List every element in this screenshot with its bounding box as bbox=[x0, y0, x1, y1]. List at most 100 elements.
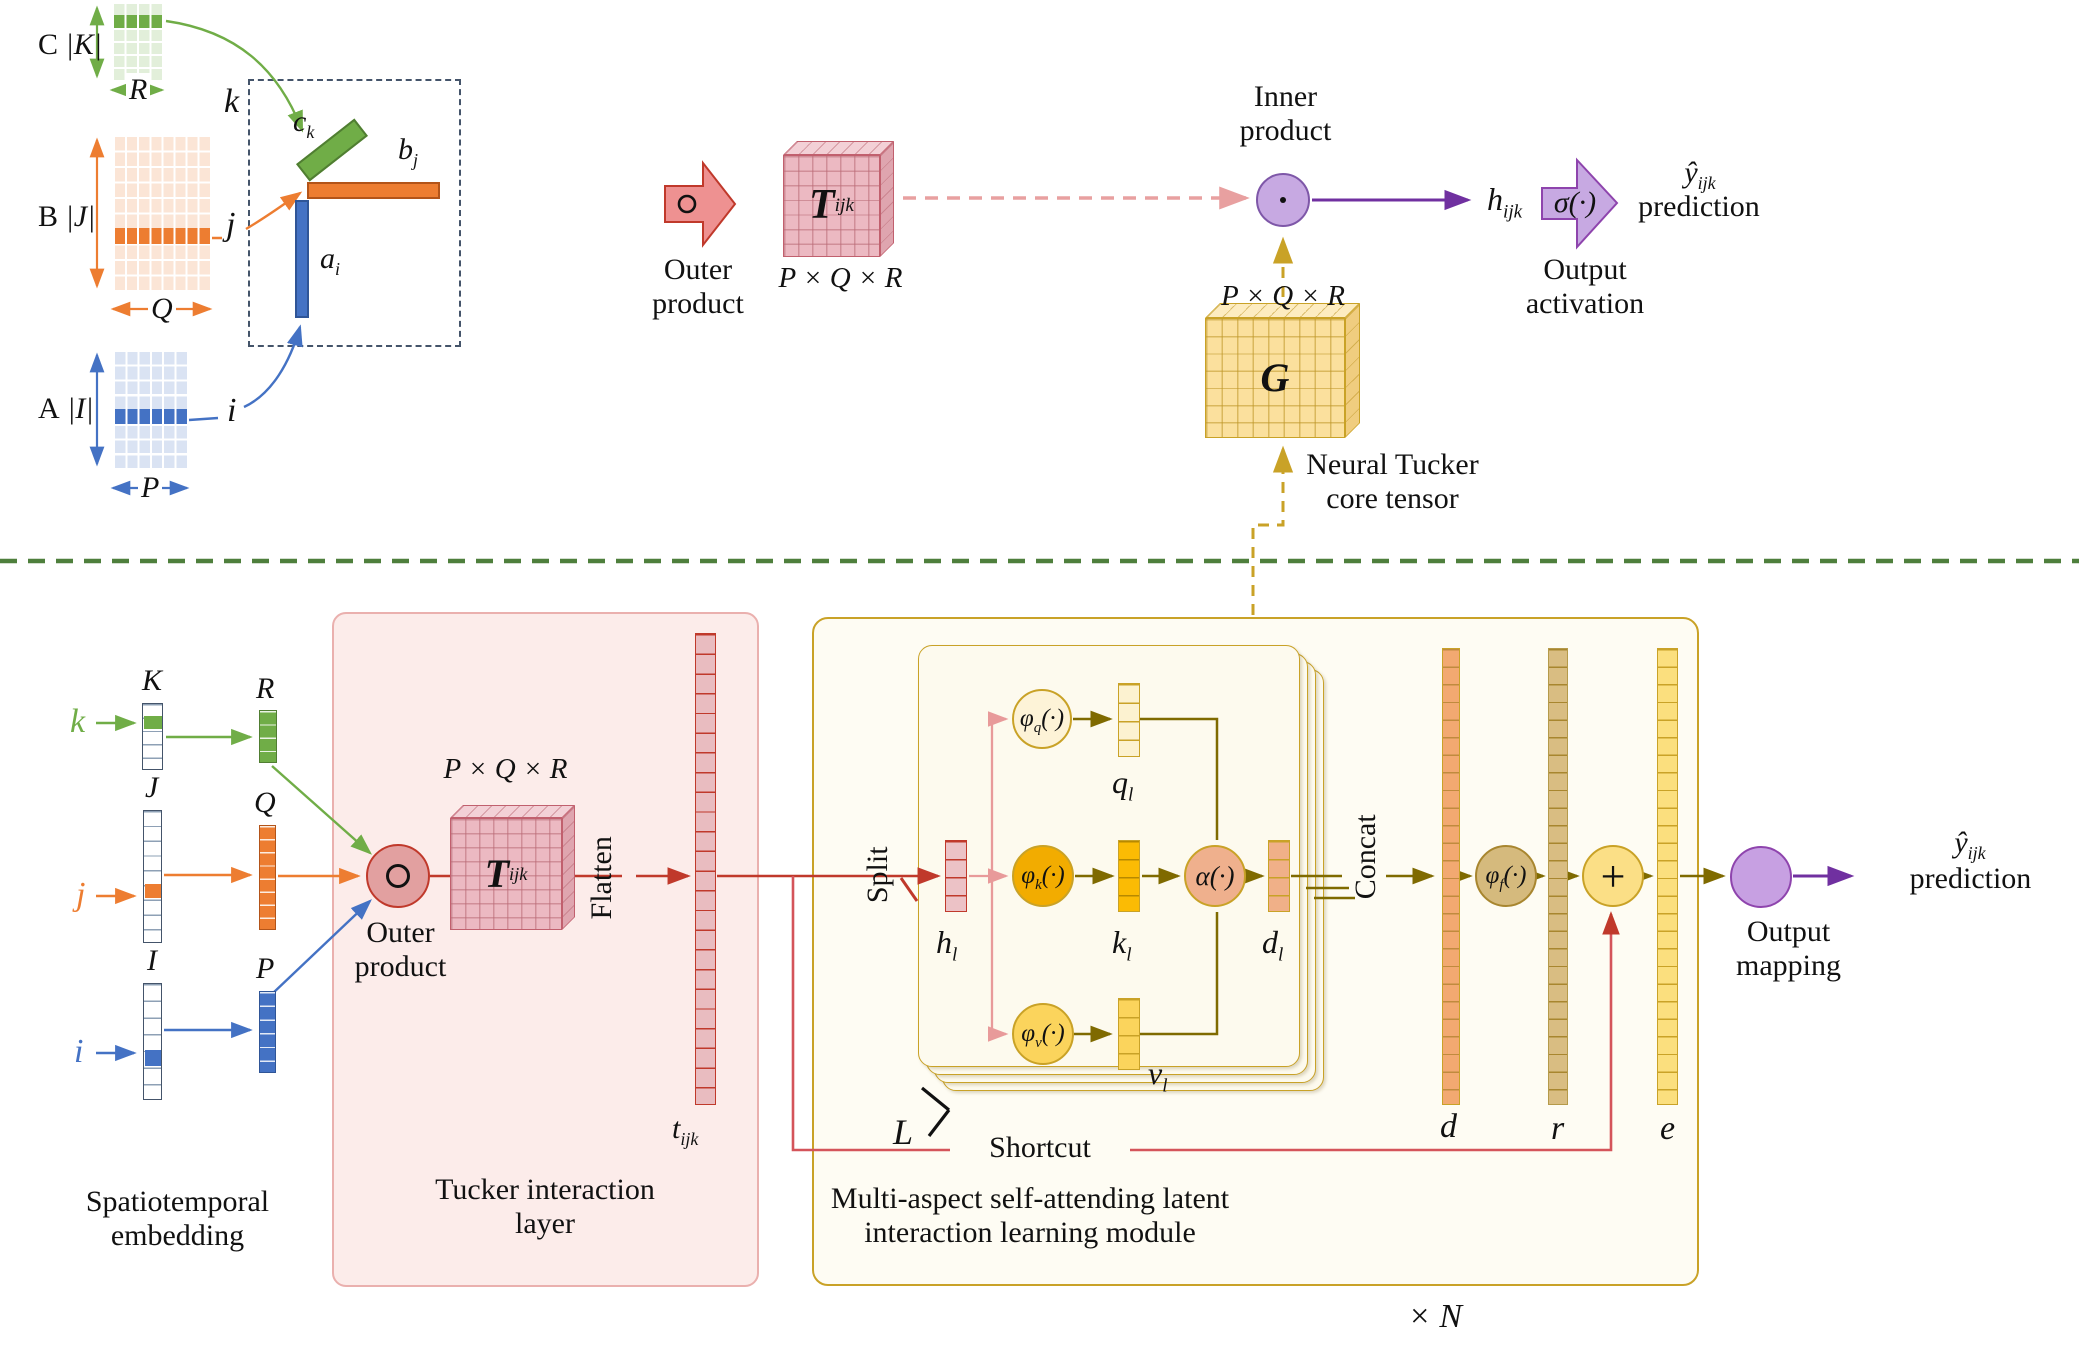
onehot-K-active-cell bbox=[143, 716, 162, 729]
attention-card-1 bbox=[918, 645, 1300, 1067]
h-l-vector bbox=[945, 840, 967, 912]
matrix-a-width-label: P bbox=[138, 471, 163, 505]
matrix-c bbox=[112, 2, 162, 80]
vector-ai-bar bbox=[295, 200, 309, 318]
matrix-b bbox=[113, 135, 210, 290]
matrix-c-grid bbox=[112, 2, 162, 80]
h-l-label: hl bbox=[936, 924, 958, 966]
core-tensor-caption: Neural Tucker core tensor bbox=[1306, 448, 1479, 515]
prediction-word-bottom: prediction bbox=[1909, 862, 2032, 895]
emb-j-label: j bbox=[76, 876, 86, 913]
onehot-K-label: K bbox=[142, 664, 163, 697]
split-label: Split bbox=[861, 846, 895, 904]
core-tensor-g-cube: G bbox=[1205, 303, 1360, 438]
phi-f-node: φf(·) bbox=[1475, 845, 1537, 907]
output-mapping-node bbox=[1730, 846, 1792, 908]
onehot-J-label: J bbox=[145, 771, 159, 804]
d-l-vector bbox=[1268, 840, 1290, 912]
output-mapping-caption: Output mapping bbox=[1736, 915, 1841, 982]
onehot-J-active-cell bbox=[144, 884, 161, 898]
prediction-yhat-top: ŷijk bbox=[1684, 156, 1716, 193]
index-i-label: i bbox=[227, 392, 237, 429]
embedding-R-label: R bbox=[256, 672, 275, 705]
attention-module-caption: Multi-aspect self-attending latent intera… bbox=[830, 1182, 1230, 1249]
tucker-interaction-layer-box bbox=[332, 612, 759, 1287]
plus-symbol: + bbox=[1600, 851, 1626, 901]
matrix-a-highlight-row bbox=[113, 409, 187, 424]
core-tensor-side-face bbox=[1345, 303, 1360, 438]
phi-k-label: φk(·) bbox=[1021, 862, 1065, 893]
e-vector bbox=[1657, 648, 1678, 1105]
t-ijk-label: tijk bbox=[672, 1112, 699, 1149]
tensor-dims-bottom: P × Q × R bbox=[443, 753, 568, 785]
outer-product-symbol-bottom bbox=[386, 864, 410, 888]
embedding-P-vector bbox=[259, 991, 276, 1073]
d-label: d bbox=[1440, 1108, 1457, 1145]
core-tensor-front-face bbox=[1205, 318, 1345, 438]
r-vector bbox=[1548, 648, 1568, 1105]
concat-label: Concat bbox=[1349, 814, 1383, 900]
vector-ai-label: ai bbox=[320, 242, 341, 279]
onehot-K-vector bbox=[142, 703, 163, 770]
emb-i-label: i bbox=[74, 1033, 84, 1070]
repeat-n-label: × N bbox=[1407, 1298, 1463, 1335]
v-l-vector bbox=[1118, 998, 1140, 1070]
phi-k-node: φk(·) bbox=[1012, 845, 1074, 907]
q-l-vector bbox=[1118, 683, 1140, 757]
tucker-layer-caption: Tucker interaction layer bbox=[435, 1173, 655, 1240]
matrix-a-label: A |I| bbox=[38, 392, 94, 425]
inner-product-node bbox=[1256, 173, 1310, 227]
matrix-b-width-label: Q bbox=[148, 292, 176, 326]
embedding-Q-label: Q bbox=[254, 786, 276, 819]
core-tensor-symbol: G bbox=[1260, 354, 1290, 400]
module-to-core-tensor-dashed-connector bbox=[1251, 445, 1294, 615]
prediction-yhat-bottom: ŷijk bbox=[1954, 826, 1986, 863]
spatiotemporal-embedding-caption: Spatiotemporal embedding bbox=[85, 1185, 270, 1252]
tensor-t-cube-bottom-top-face bbox=[450, 805, 575, 818]
onehot-J-vector bbox=[143, 810, 162, 943]
onehot-I-active-cell bbox=[144, 1050, 161, 1066]
alpha-node: α(·) bbox=[1184, 845, 1246, 907]
flatten-label: Flatten bbox=[585, 836, 619, 920]
h-ijk-label: hijk bbox=[1487, 181, 1523, 223]
matrix-c-label: C |K| bbox=[38, 28, 103, 61]
matrix-a bbox=[113, 350, 187, 468]
index-k-label: k bbox=[224, 83, 240, 120]
alpha-label: α(·) bbox=[1195, 860, 1235, 891]
embedding-R-vector bbox=[259, 710, 277, 763]
outer-product-caption-bottom: Outer product bbox=[354, 916, 447, 983]
emb-k-label: k bbox=[70, 703, 86, 740]
embedding-P-label: P bbox=[256, 952, 275, 985]
vector-ck-label: ck bbox=[293, 105, 315, 142]
d-vector bbox=[1442, 648, 1460, 1105]
output-activation-caption: Output activation bbox=[1525, 253, 1645, 320]
core-tensor-dims: P × Q × R bbox=[1221, 280, 1345, 312]
onehot-I-label: I bbox=[147, 944, 157, 977]
r-label: r bbox=[1551, 1110, 1565, 1147]
tensor-t-cube-front-face bbox=[783, 155, 880, 257]
k-l-label: kl bbox=[1112, 924, 1132, 966]
outer-product-node-bottom bbox=[366, 844, 430, 908]
tensor-t-cube-top-face bbox=[783, 141, 894, 155]
e-label: e bbox=[1660, 1110, 1676, 1147]
phi-q-label: φq(·) bbox=[1019, 705, 1065, 736]
matrix-b-grid bbox=[113, 135, 210, 290]
t-ijk-vector bbox=[695, 633, 716, 1105]
outer-product-symbol bbox=[677, 194, 697, 214]
prediction-word-top: prediction bbox=[1638, 190, 1760, 223]
stack-count-label: L bbox=[893, 1112, 914, 1152]
tensor-t-cube-bottom-front-face bbox=[450, 818, 562, 930]
outer-product-caption-top: Outer product bbox=[652, 253, 744, 320]
tensor-dims-top: P × Q × R bbox=[778, 262, 903, 294]
index-j-label: j bbox=[226, 206, 236, 243]
matrix-c-highlight-row bbox=[112, 15, 162, 28]
matrix-b-label: B |J| bbox=[38, 200, 96, 233]
phi-q-node: φq(·) bbox=[1012, 689, 1072, 749]
inner-product-caption: Inner product bbox=[1239, 80, 1332, 147]
tensor-t-cube-bottom-side-face bbox=[562, 805, 575, 930]
